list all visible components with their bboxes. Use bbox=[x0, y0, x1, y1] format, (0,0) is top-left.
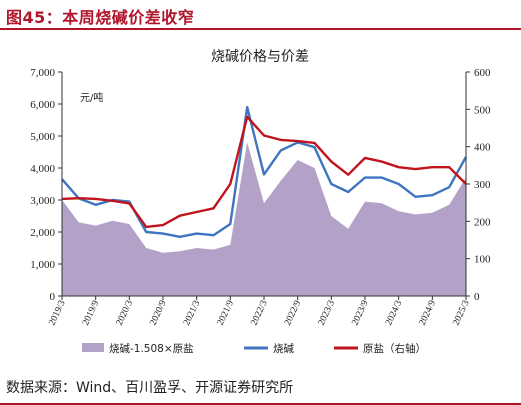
bottom-rule bbox=[0, 403, 521, 405]
x-tick-label: 2021/3 bbox=[182, 299, 202, 327]
y-left-tick-label: 3,000 bbox=[30, 195, 55, 207]
chart-svg: 烧碱价格与价差 元/吨 0 1,000 2,000 3,000 4,000 5,000 6,… bbox=[30, 49, 491, 355]
y-right-tick-label: 300 bbox=[474, 179, 491, 191]
y-right-tick-label: 600 bbox=[474, 67, 491, 79]
legend: 烧碱-1.508×原盐 烧碱 原盐（右轴） bbox=[82, 342, 426, 355]
x-tick-label: 2020/3 bbox=[115, 299, 135, 327]
legend-label-spread: 烧碱-1.508×原盐 bbox=[109, 342, 194, 355]
x-tick-label: 2021/9 bbox=[216, 299, 236, 327]
unit-label: 元/吨 bbox=[80, 91, 103, 104]
y-left-tick-label: 2,000 bbox=[30, 227, 55, 239]
y-left-tick-label: 7,000 bbox=[30, 67, 55, 79]
y-left-tick-label: 0 bbox=[50, 291, 56, 303]
plot-area bbox=[61, 106, 468, 296]
x-tick-label: 2024/3 bbox=[384, 299, 404, 327]
x-tick-label: 2023/3 bbox=[317, 299, 337, 327]
figure-title: 图45：本周烧碱价差收窄 bbox=[6, 8, 195, 27]
y-left-tick-label: 5,000 bbox=[30, 131, 55, 143]
title-rule bbox=[0, 28, 521, 30]
series-salt-line bbox=[61, 115, 467, 229]
x-tick-label: 2023/9 bbox=[351, 299, 371, 327]
x-tick-label: 2019/9 bbox=[81, 299, 101, 327]
legend-swatch-spread bbox=[82, 343, 104, 352]
y-right-tick-label: 200 bbox=[474, 216, 491, 228]
y-right-tick-label: 0 bbox=[474, 291, 480, 303]
series-spread-area bbox=[62, 142, 466, 296]
series-caustic-line bbox=[61, 106, 468, 238]
chart-title: 烧碱价格与价差 bbox=[211, 49, 309, 65]
x-tick-label: 2020/9 bbox=[149, 299, 169, 327]
x-tick-label: 2025/3 bbox=[452, 299, 472, 327]
y-right-tick-label: 400 bbox=[474, 142, 491, 154]
x-tick-label: 2022/3 bbox=[250, 299, 270, 327]
x-tick-label: 2024/9 bbox=[418, 299, 438, 327]
y-right-tick-label: 100 bbox=[474, 254, 491, 266]
source-note: 数据来源：Wind、百川盈孚、开源证券研究所 bbox=[6, 380, 294, 396]
x-tick-label: 2022/9 bbox=[283, 299, 303, 327]
y-left-tick-label: 4,000 bbox=[30, 163, 55, 175]
x-tick-label: 2019/3 bbox=[48, 299, 68, 327]
y-left-tick-label: 1,000 bbox=[30, 259, 55, 271]
chart-frame: 烧碱价格与价差 元/吨 0 1,000 2,000 3,000 4,000 5,000 6,… bbox=[0, 31, 521, 374]
legend-label-salt: 原盐（右轴） bbox=[363, 342, 426, 355]
legend-label-caustic: 烧碱 bbox=[273, 342, 294, 355]
y-right-tick-label: 500 bbox=[474, 104, 491, 116]
y-left-tick-label: 6,000 bbox=[30, 99, 55, 111]
